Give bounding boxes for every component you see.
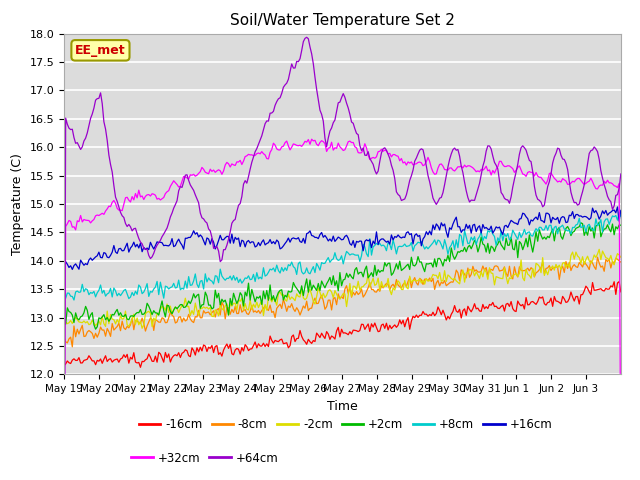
-8cm <box>60 335 68 340</box>
-16cm <box>136 364 144 370</box>
+8cm <box>524 229 532 235</box>
+32cm <box>67 218 74 224</box>
+8cm <box>70 297 78 303</box>
-16cm <box>615 279 623 285</box>
+2cm <box>60 313 68 319</box>
+32cm <box>308 136 316 142</box>
Line: -16cm: -16cm <box>64 282 621 367</box>
+8cm <box>517 235 525 240</box>
-16cm <box>617 289 625 295</box>
+32cm <box>183 175 191 181</box>
+2cm <box>67 310 74 315</box>
+32cm <box>517 167 525 173</box>
-2cm <box>617 254 625 260</box>
+2cm <box>228 302 236 308</box>
Legend: -16cm, -8cm, -2cm, +2cm, +8cm, +16cm: -16cm, -8cm, -2cm, +2cm, +8cm, +16cm <box>134 413 557 436</box>
+16cm <box>228 231 236 237</box>
+8cm <box>60 290 68 296</box>
X-axis label: Time: Time <box>327 400 358 413</box>
-8cm <box>228 307 236 312</box>
+32cm <box>374 149 382 155</box>
-2cm <box>524 271 532 277</box>
-2cm <box>374 275 382 281</box>
Line: +8cm: +8cm <box>64 213 621 300</box>
-16cm <box>67 360 74 366</box>
-2cm <box>517 257 525 263</box>
-2cm <box>60 322 68 327</box>
-8cm <box>517 267 525 273</box>
+16cm <box>67 263 74 269</box>
-16cm <box>185 353 193 359</box>
-16cm <box>60 363 68 369</box>
+64cm <box>227 229 234 235</box>
+2cm <box>374 267 382 273</box>
+32cm <box>524 169 532 175</box>
+8cm <box>615 210 623 216</box>
+2cm <box>524 244 532 250</box>
Text: EE_met: EE_met <box>75 44 126 57</box>
-2cm <box>138 325 146 331</box>
+32cm <box>227 164 234 170</box>
+8cm <box>185 274 193 279</box>
-16cm <box>524 302 532 308</box>
+16cm <box>524 216 532 222</box>
+64cm <box>374 168 382 174</box>
+64cm <box>303 35 310 40</box>
+16cm <box>60 262 68 268</box>
Line: +2cm: +2cm <box>64 222 621 329</box>
+8cm <box>228 277 236 283</box>
Line: +32cm: +32cm <box>64 139 621 480</box>
-8cm <box>617 259 625 265</box>
+8cm <box>374 242 382 248</box>
Title: Soil/Water Temperature Set 2: Soil/Water Temperature Set 2 <box>230 13 455 28</box>
Line: -2cm: -2cm <box>64 249 621 328</box>
+2cm <box>92 326 99 332</box>
-2cm <box>228 303 236 309</box>
+32cm <box>617 470 625 476</box>
-16cm <box>228 351 236 357</box>
-2cm <box>185 303 193 309</box>
-16cm <box>374 329 382 335</box>
+8cm <box>67 293 74 299</box>
Line: -8cm: -8cm <box>64 257 621 347</box>
+16cm <box>185 235 193 240</box>
Line: +16cm: +16cm <box>64 207 621 269</box>
Legend: +32cm, +64cm: +32cm, +64cm <box>127 447 283 469</box>
-8cm <box>68 344 76 350</box>
-8cm <box>594 254 602 260</box>
+64cm <box>524 153 532 158</box>
+2cm <box>617 222 625 228</box>
+2cm <box>595 219 603 225</box>
-8cm <box>185 312 193 317</box>
Y-axis label: Temperature (C): Temperature (C) <box>11 153 24 255</box>
-8cm <box>374 286 382 292</box>
+16cm <box>617 207 625 213</box>
+64cm <box>183 172 191 178</box>
-2cm <box>595 246 603 252</box>
+64cm <box>67 127 74 132</box>
-16cm <box>517 303 525 309</box>
+16cm <box>517 216 525 222</box>
+2cm <box>517 241 525 247</box>
+64cm <box>517 145 525 151</box>
+8cm <box>617 214 625 219</box>
+16cm <box>68 266 76 272</box>
Line: +64cm: +64cm <box>64 37 621 480</box>
+16cm <box>374 241 382 247</box>
-8cm <box>67 334 74 340</box>
+64cm <box>617 171 625 177</box>
-2cm <box>67 318 74 324</box>
-8cm <box>524 265 532 271</box>
+16cm <box>614 204 621 210</box>
+2cm <box>185 298 193 304</box>
